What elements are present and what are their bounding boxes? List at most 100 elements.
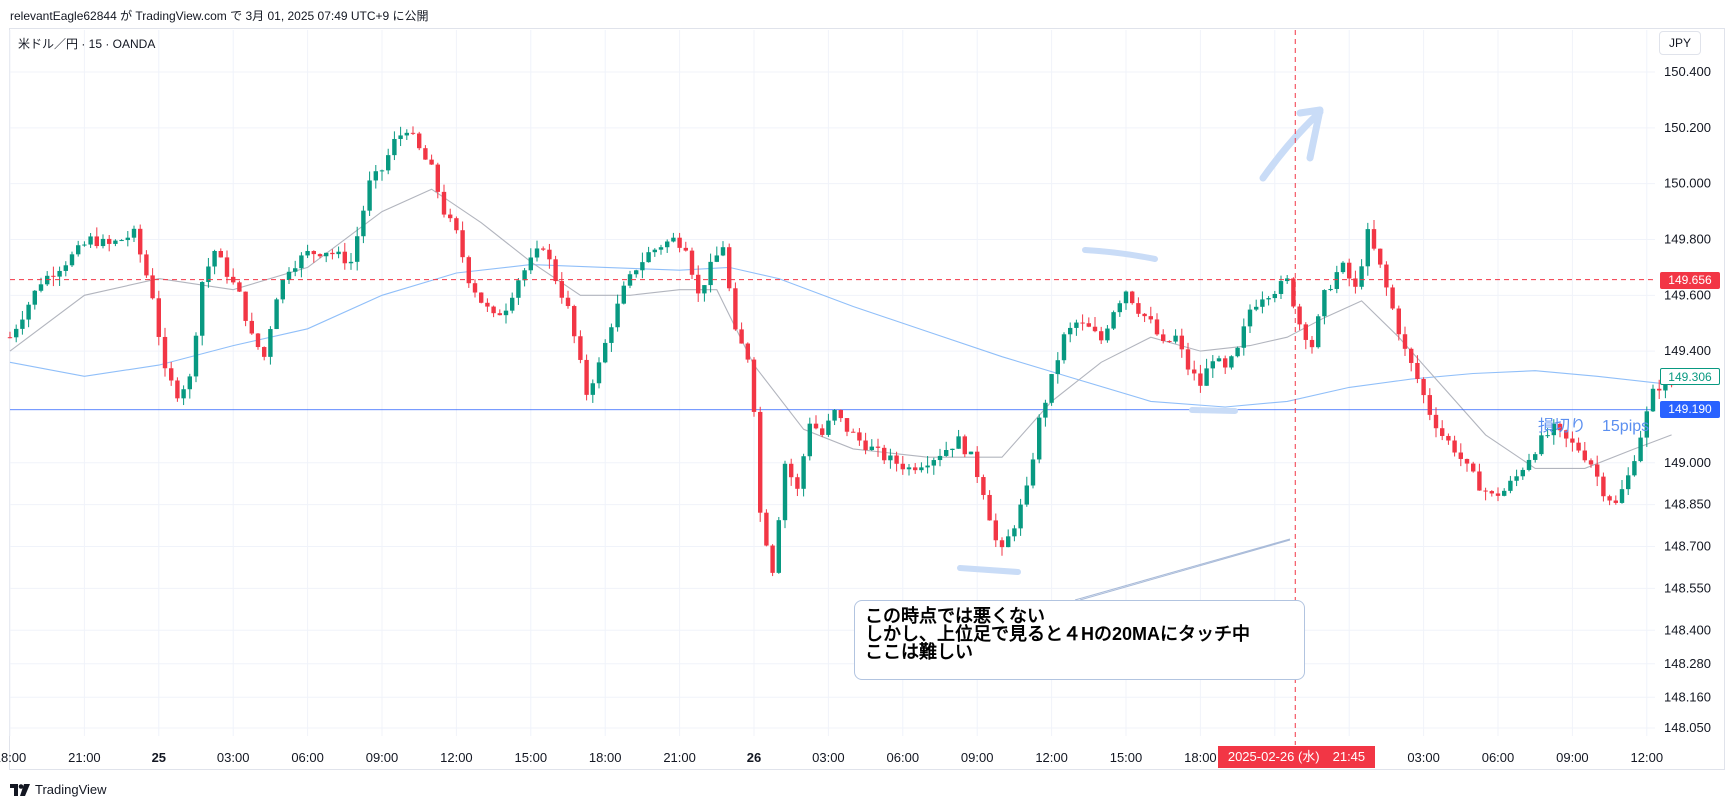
candle <box>479 292 484 304</box>
candle <box>1514 469 1519 487</box>
candle-body <box>175 380 180 399</box>
candle <box>1644 406 1649 447</box>
candle-body <box>590 383 595 395</box>
candle <box>702 285 707 302</box>
candle <box>751 357 757 417</box>
candle-body <box>596 362 602 384</box>
footer-brand[interactable]: TradingView <box>10 782 107 797</box>
candle-body <box>869 446 874 451</box>
candle <box>162 327 168 377</box>
price-axis: 150.400 150.200 150.000 149.800 149.600 149.4… <box>1664 64 1711 735</box>
candle <box>714 246 719 263</box>
candle-body <box>1043 402 1048 418</box>
symbol-label[interactable]: 米ドル／円 · 15 · OANDA <box>18 37 156 51</box>
candle <box>243 291 248 327</box>
candle <box>1557 422 1563 438</box>
time-tick-label: 03:00 <box>217 750 250 765</box>
candle <box>1192 360 1197 381</box>
candle-body <box>386 155 391 171</box>
candle-body <box>1303 324 1308 340</box>
candle-body <box>1185 349 1191 370</box>
candle <box>1502 488 1507 497</box>
candle-body <box>801 456 806 489</box>
candle <box>1365 222 1370 276</box>
crosshair-time-label: 2025-02-26 (水) 21:45 <box>1218 746 1375 768</box>
candle-body <box>751 359 757 412</box>
candle-body <box>1433 414 1439 429</box>
candle-body <box>1161 334 1166 341</box>
candle-body <box>1210 361 1215 369</box>
candle <box>640 252 645 279</box>
candle <box>993 513 998 548</box>
candle <box>1396 305 1401 341</box>
candle <box>851 428 856 433</box>
candle-body <box>1068 327 1073 335</box>
candle <box>82 241 87 247</box>
candle <box>1477 463 1482 491</box>
candle <box>1582 441 1587 463</box>
candle-body <box>187 376 192 390</box>
candle-body <box>807 423 812 457</box>
candle-body <box>1353 278 1358 287</box>
candle <box>627 270 633 289</box>
candle-body <box>1285 278 1290 282</box>
candle-body <box>671 237 676 242</box>
candle <box>175 377 180 402</box>
time-tick-label: 18:00 <box>0 750 26 765</box>
candle <box>1390 284 1395 311</box>
candle <box>1576 437 1581 453</box>
candle-body <box>1204 368 1209 386</box>
candle <box>1303 322 1308 350</box>
candle-body <box>249 320 254 334</box>
candle-body <box>311 251 316 255</box>
candle <box>367 171 372 216</box>
candle <box>138 224 143 263</box>
annotation-callout[interactable]: この時点では悪くない しかし、上位足で見ると４Hの20MAにタッチ中 ここは難し… <box>854 600 1305 680</box>
candle <box>1539 431 1544 456</box>
candle <box>1632 455 1637 477</box>
footer-brand-text: TradingView <box>35 782 107 797</box>
currency-selector[interactable]: JPY <box>1659 31 1701 55</box>
candle-body <box>1371 229 1377 249</box>
candle <box>962 434 967 458</box>
candle <box>1266 296 1271 306</box>
candle <box>1446 433 1451 445</box>
candle-body <box>1533 454 1538 460</box>
candle-body <box>441 191 447 215</box>
candle <box>590 379 595 403</box>
candle <box>69 251 75 267</box>
candle <box>987 490 992 521</box>
candle-body <box>1223 358 1228 368</box>
candle <box>1402 326 1408 357</box>
candle <box>572 304 577 344</box>
time-tick-label: 06:00 <box>291 750 324 765</box>
candle <box>1464 458 1470 472</box>
candle-body <box>1018 504 1023 529</box>
candle-body <box>1514 476 1519 481</box>
candle <box>882 444 887 465</box>
candle-body <box>1030 459 1036 486</box>
candle-body <box>931 460 936 466</box>
stoploss-note[interactable]: 損切り 15pips <box>1538 418 1650 435</box>
candle <box>107 234 112 252</box>
candle-body <box>1154 319 1160 335</box>
candle <box>931 457 936 475</box>
candle <box>1086 317 1091 328</box>
candle-body <box>516 280 521 298</box>
drawings <box>957 106 1324 601</box>
moving-average-fast <box>9 188 1672 469</box>
price-tick-label: 148.400 <box>1664 622 1711 637</box>
candle <box>249 312 254 335</box>
candle-body <box>999 540 1005 548</box>
candle <box>1285 274 1290 284</box>
candle <box>441 184 447 218</box>
candle-body <box>82 244 87 246</box>
annotation-line: しかし、上位足で見ると４Hの20MAにタッチ中 <box>865 624 1251 644</box>
candle-body <box>237 282 242 292</box>
candle-body <box>609 327 614 343</box>
candle <box>609 323 614 352</box>
candle-body <box>838 410 843 419</box>
candle-body <box>1086 323 1091 327</box>
candle <box>460 221 465 263</box>
